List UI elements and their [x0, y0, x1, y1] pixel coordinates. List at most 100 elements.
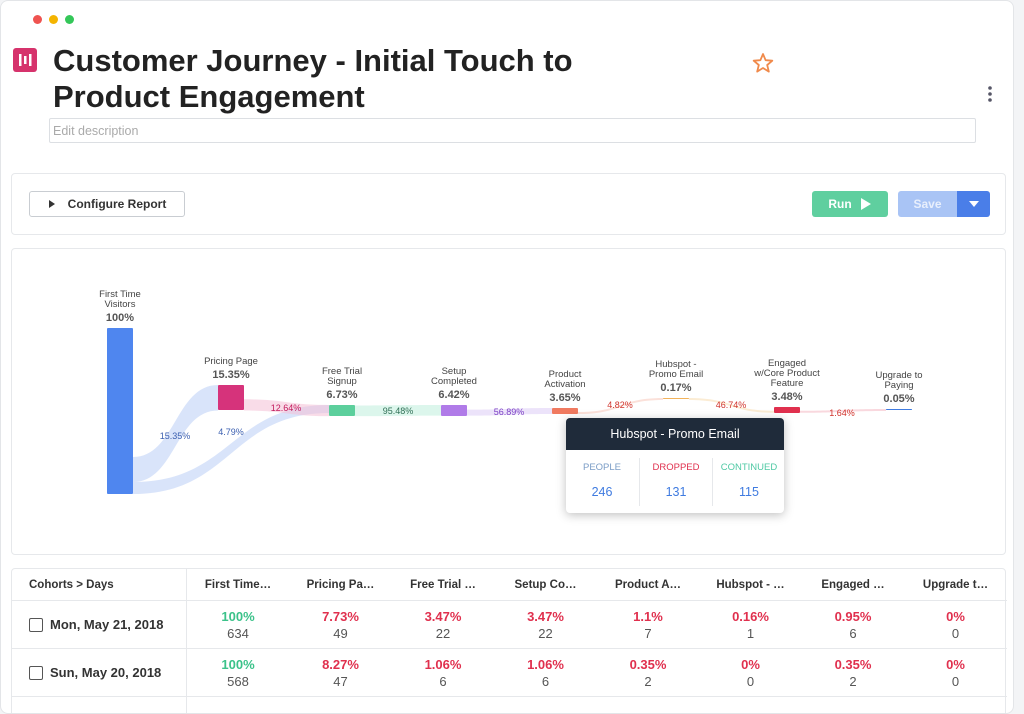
cell-percent: 0.35% — [629, 657, 667, 672]
cell-count: 2 — [849, 674, 857, 689]
step-label: Pricing Page 15.35% — [196, 356, 266, 381]
cell-count: 22 — [435, 626, 451, 641]
table-header-bg — [12, 569, 1007, 601]
tooltip-column: DROPPED 131 — [639, 458, 712, 506]
transition-label: 56.89% — [493, 407, 525, 417]
step-percent: 0.05% — [883, 393, 915, 405]
step-name: Pricing Page — [204, 356, 258, 367]
step-percent: 100% — [105, 312, 135, 324]
cell-count: 49 — [333, 626, 348, 641]
step-name: Setup Completed — [431, 366, 477, 387]
tooltip: Hubspot - Promo Email PEOPLE 246 DROPPED 131… — [566, 418, 784, 513]
funnel-bar — [774, 407, 800, 413]
table-cell: 0.35% 2 — [802, 656, 904, 690]
flow-band — [800, 409, 886, 413]
step-percent: 15.35% — [212, 369, 250, 381]
column-header: Setup Co… — [514, 578, 577, 591]
table-cell: 0.16% 1 — [699, 608, 802, 642]
cell-count: 0 — [951, 674, 960, 689]
report-icon — [13, 48, 37, 72]
step-label: Hubspot - Promo Email 0.17% — [641, 359, 711, 394]
funnel-bar — [218, 385, 244, 411]
table-cell: 100% 634 — [187, 608, 289, 642]
tooltip-title: Hubspot - Promo Email — [566, 418, 784, 450]
more-menu[interactable] — [985, 85, 995, 103]
step-name: Free Trial Signup — [321, 366, 363, 387]
funnel-bar — [441, 405, 467, 416]
save-dropdown[interactable] — [957, 191, 990, 217]
step-percent: 3.48% — [771, 391, 803, 403]
flow-band — [133, 385, 218, 482]
tooltip-column: CONTINUED 115 — [712, 458, 784, 506]
step-percent: 6.73% — [326, 389, 358, 401]
column-header: Free Trial … — [410, 578, 476, 591]
tooltip-column-value: 246 — [591, 485, 613, 499]
configure-label: Configure Report — [67, 197, 167, 211]
column-header: Pricing Pa… — [306, 578, 375, 591]
step-name: Product Activation — [544, 369, 586, 390]
table-cell: 100% 568 — [187, 656, 289, 690]
cell-percent: 0% — [946, 657, 965, 672]
step-name: Hubspot - Promo Email — [648, 359, 704, 380]
step-name: Engaged w/Core Product Feature — [754, 358, 820, 389]
cell-count: 6 — [541, 674, 550, 689]
column-divider — [186, 569, 187, 713]
row-date: Sun, May 20, 2018 — [50, 665, 162, 680]
window-dot — [33, 15, 42, 24]
table-cell: 0.95% 6 — [802, 608, 904, 642]
row-checkbox[interactable] — [29, 618, 43, 632]
save-button[interactable]: Save — [898, 191, 957, 217]
table-cell: 1.06% 6 — [392, 656, 494, 690]
report-title: Customer Journey - Initial Touch to Prod… — [53, 43, 573, 114]
table-cell: 0% 0 — [904, 656, 1007, 690]
step-name: First Time Visitors — [99, 289, 141, 310]
cell-percent: 0% — [741, 657, 760, 672]
cell-percent: 0.95% — [834, 609, 872, 624]
step-label: Engaged w/Core Product Feature 3.48% — [752, 358, 822, 403]
run-button[interactable]: Run — [812, 191, 888, 217]
step-label: Upgrade to Paying 0.05% — [864, 370, 934, 405]
favorite-star[interactable] — [752, 52, 774, 74]
table-cell: 3.47% 22 — [494, 608, 597, 642]
cell-count: 0 — [951, 626, 960, 641]
row-checkbox[interactable] — [29, 666, 43, 680]
cell-percent: 100% — [221, 657, 255, 672]
flow-band — [244, 399, 329, 417]
cell-percent: 1.06% — [424, 657, 462, 672]
step-percent: 0.17% — [660, 382, 692, 394]
configure-button[interactable]: Configure Report — [29, 191, 185, 217]
flow-band — [578, 398, 663, 415]
description-input[interactable]: Edit description — [49, 118, 976, 143]
column-header: Upgrade t… — [922, 578, 989, 591]
column-header: Cohorts > Days — [29, 578, 114, 591]
step-name: Upgrade to Paying — [875, 370, 923, 391]
table-cell: 8.27% 47 — [289, 656, 392, 690]
transition-label: 15.35% — [159, 431, 191, 441]
cell-percent: 0% — [946, 609, 965, 624]
funnel-chart: First Time Visitors 100% Pricing Page 15.35… — [11, 248, 1006, 555]
cell-count: 6 — [439, 674, 447, 689]
cell-count: 6 — [849, 626, 857, 641]
step-label: Free Trial Signup 6.73% — [307, 366, 377, 401]
tooltip-column-value: 115 — [739, 485, 759, 499]
cell-count: 1 — [746, 626, 755, 641]
transition-label: 4.79% — [218, 427, 244, 437]
flow-bands — [133, 385, 886, 494]
flow-band — [467, 408, 552, 416]
column-header: Engaged … — [821, 578, 885, 591]
cell-percent: 1.1% — [633, 609, 663, 624]
step-percent: 3.65% — [549, 392, 581, 404]
tooltip-column-label: CONTINUED — [720, 462, 778, 473]
window-dot — [49, 15, 58, 24]
cell-count: 0 — [746, 674, 755, 689]
table-cell: 7.73% 49 — [289, 608, 392, 642]
tooltip-column: PEOPLE 246 — [566, 458, 638, 506]
cell-percent: 7.73% — [322, 609, 359, 624]
table-cell: 0% 0 — [699, 656, 802, 690]
table-cell: 0% 0 — [904, 608, 1007, 642]
cell-percent: 0.16% — [732, 609, 769, 624]
table-cell: 3.47% 22 — [392, 608, 494, 642]
cell-count: 47 — [333, 674, 348, 689]
transition-label: 12.64% — [270, 403, 302, 413]
